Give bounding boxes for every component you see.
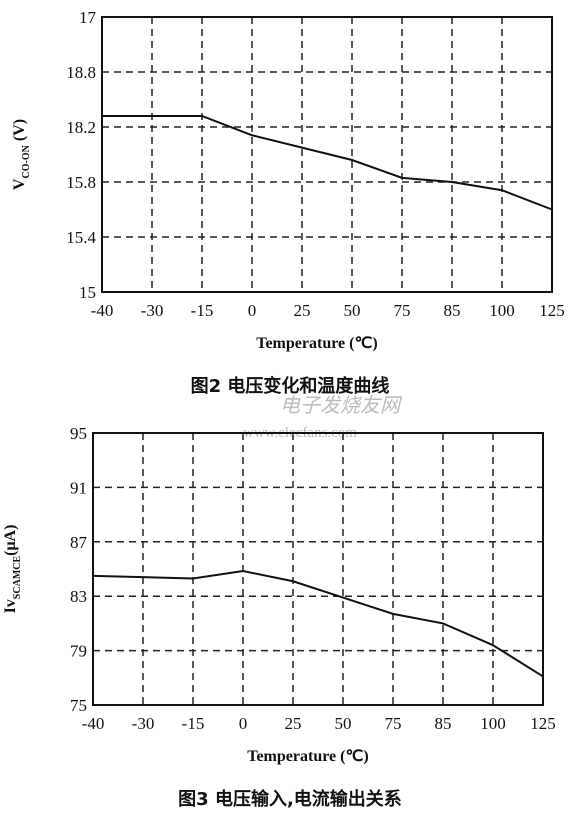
data-line xyxy=(92,570,544,678)
watermark-site: 电子发烧友网 xyxy=(280,395,403,417)
x-axis-title: Temperature (℃) xyxy=(256,335,378,352)
y-tick-label: 91 xyxy=(70,478,87,497)
x-tick-label: 100 xyxy=(480,714,506,733)
x-axis-title: Temperature (℃) xyxy=(247,748,369,765)
y-axis-title-unit: (μA) xyxy=(2,525,19,556)
y-tick-label: 87 xyxy=(70,533,88,552)
y-axis-title-unit: (V) xyxy=(11,119,28,145)
y-axis-title: IvSCAMCE(μA) xyxy=(2,525,23,614)
y-axis-title-sub: CO-ON xyxy=(21,144,32,178)
y-tick-label: 75 xyxy=(70,696,87,715)
x-tick-label: -15 xyxy=(182,714,205,733)
x-tick-label: 85 xyxy=(444,301,461,320)
x-tick-label: -30 xyxy=(132,714,155,733)
x-tick-label: 50 xyxy=(335,714,352,733)
y-axis-title-main: Iv xyxy=(2,599,19,613)
figure-caption: 图2 电压变化和温度曲线 xyxy=(191,375,390,397)
y-tick-label: 79 xyxy=(70,642,87,661)
y-tick-label: 17 xyxy=(79,8,97,27)
x-tick-label: 0 xyxy=(239,714,248,733)
x-tick-label: 0 xyxy=(248,301,257,320)
x-tick-label: 85 xyxy=(435,714,452,733)
plot-frame xyxy=(92,432,544,706)
y-tick-label: 15.8 xyxy=(66,173,96,192)
x-tick-label: 125 xyxy=(530,714,556,733)
y-axis-title: VCO-ON (V) xyxy=(11,119,32,190)
x-tick-label: 75 xyxy=(385,714,402,733)
y-tick-label: 95 xyxy=(70,424,87,443)
x-tick-label: 50 xyxy=(344,301,361,320)
y-tick-label: 18.8 xyxy=(66,63,96,82)
y-tick-label: 18.2 xyxy=(66,118,96,137)
plot-frame xyxy=(101,16,553,293)
x-tick-label: -40 xyxy=(82,714,105,733)
data-line xyxy=(102,115,553,211)
y-tick-label: 83 xyxy=(70,587,87,606)
x-tick-label: 125 xyxy=(539,301,565,320)
figure-caption: 图3 电压输入,电流输出关系 xyxy=(178,788,402,810)
x-tick-label: 25 xyxy=(294,301,311,320)
y-axis-title-main: V xyxy=(11,178,28,190)
x-tick-label: 75 xyxy=(394,301,411,320)
x-tick-label: -15 xyxy=(191,301,214,320)
x-tick-label: -30 xyxy=(141,301,164,320)
y-axis-title-sub: SCAMCE xyxy=(12,556,23,600)
x-tick-label: -40 xyxy=(91,301,114,320)
y-tick-label: 15.4 xyxy=(66,228,96,247)
y-tick-label: 15 xyxy=(79,283,96,302)
x-tick-label: 100 xyxy=(489,301,515,320)
x-tick-label: 25 xyxy=(285,714,302,733)
